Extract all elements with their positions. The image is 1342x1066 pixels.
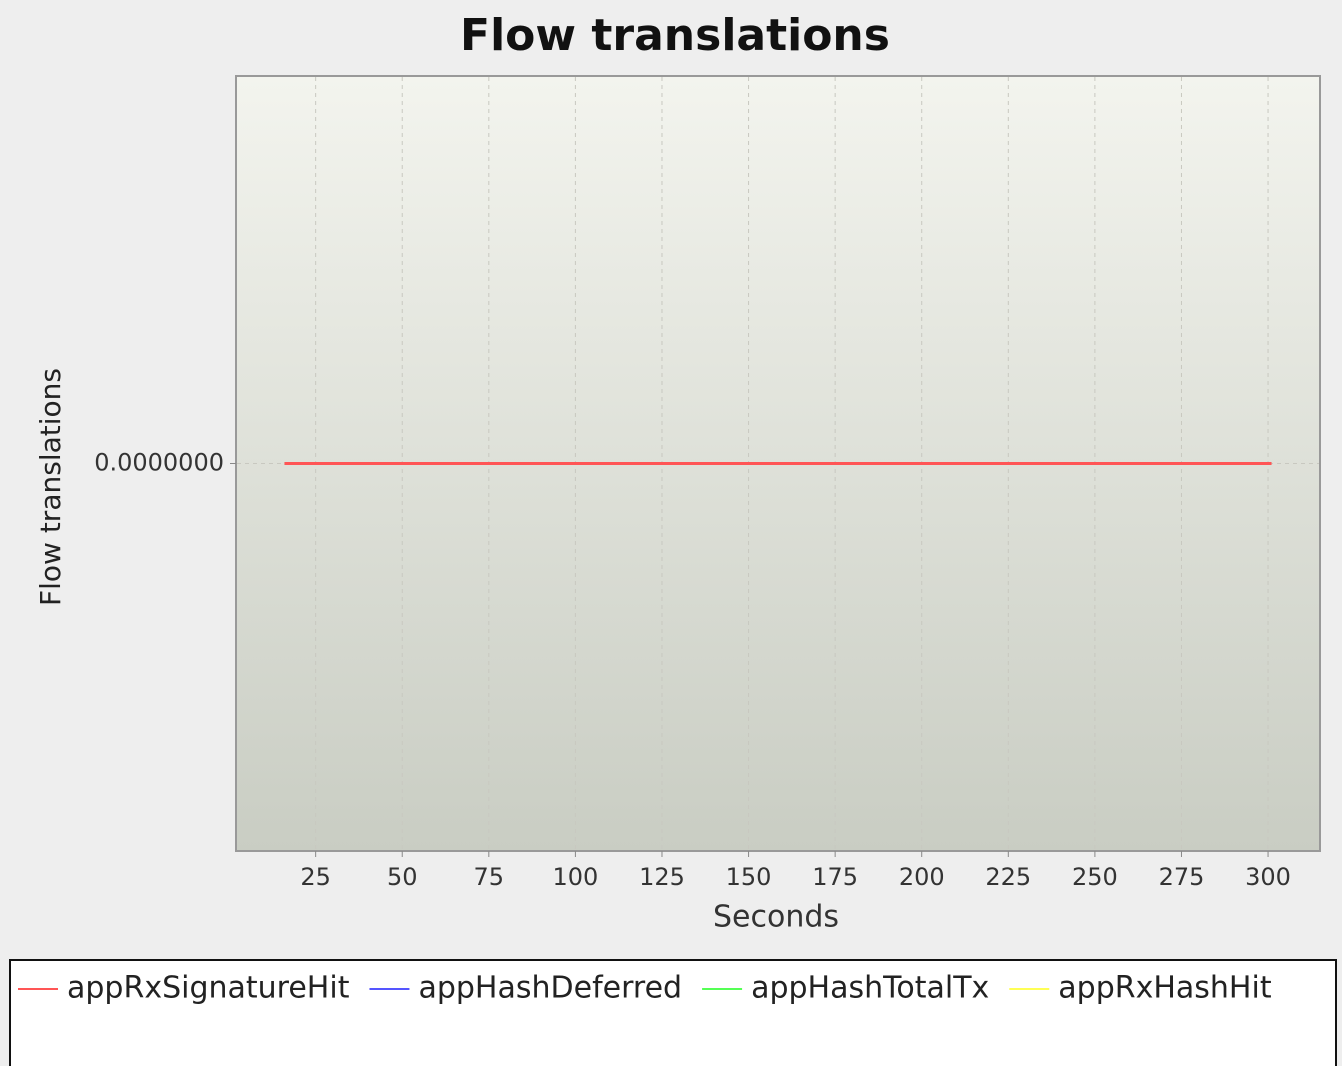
x-tick-label: 250 [1072, 863, 1118, 891]
legend-label: appRxSignatureHit [67, 971, 350, 1006]
x-tick-label: 50 [387, 863, 418, 891]
x-tick-label: 275 [1159, 863, 1205, 891]
legend [9, 959, 1337, 1066]
chart-title: Flow translations [460, 10, 890, 61]
legend-label: appRxHashHit [1058, 971, 1272, 1006]
legend-item: appHashDeferred [369, 971, 682, 1006]
legend-item: appRxHashHit [1009, 971, 1272, 1006]
x-tick-label: 200 [899, 863, 945, 891]
x-tick-label: 150 [726, 863, 772, 891]
x-axis-label: Seconds [713, 900, 839, 935]
legend-item: appHashTotalTx [702, 971, 989, 1006]
legend-item: appRxSignatureHit [18, 971, 350, 1006]
y-tick-label: 0.0000000 [94, 449, 224, 477]
legend-label: appHashDeferred [418, 971, 682, 1006]
x-tick-label: 225 [985, 863, 1031, 891]
x-tick-label: 125 [639, 863, 685, 891]
x-tick-label: 175 [812, 863, 858, 891]
plot-layer: 25 50 75 100 125 150 175 200 225 250 275 300 0.00000… [94, 77, 1319, 891]
legend-items: appRxSignatureHit appHashDeferred appHashT… [18, 971, 1272, 1006]
legend-label: appHashTotalTx [751, 971, 989, 1006]
x-tick-label: 300 [1245, 863, 1291, 891]
x-tick-label: 100 [552, 863, 598, 891]
x-tick-label: 25 [300, 863, 331, 891]
x-tick-label: 75 [474, 863, 505, 891]
y-axis-label: Flow translations [34, 368, 67, 606]
